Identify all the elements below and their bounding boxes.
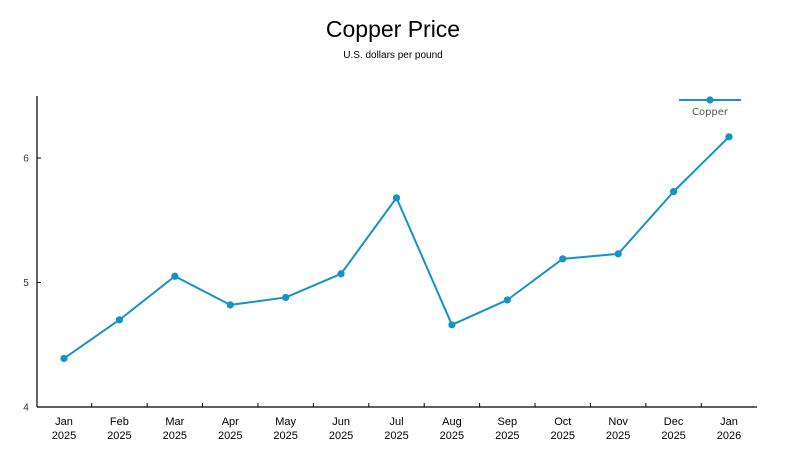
data-point bbox=[559, 255, 567, 263]
data-point bbox=[669, 188, 678, 196]
chart-subtitle: U.S. dollars per pound bbox=[343, 50, 443, 61]
data-point bbox=[503, 296, 511, 304]
x-tick-label: Nov 2025 bbox=[606, 416, 630, 442]
data-point bbox=[448, 321, 456, 329]
x-tick-label: Jul 2025 bbox=[384, 416, 408, 442]
x-tick-label: Aug 2025 bbox=[440, 416, 464, 442]
x-tick-label: Sep 2025 bbox=[495, 416, 519, 442]
y-tick-label: 5 bbox=[23, 278, 29, 289]
data-point bbox=[171, 272, 179, 280]
data-point bbox=[725, 133, 733, 141]
data-point bbox=[614, 250, 622, 258]
data-point bbox=[337, 270, 345, 278]
x-tick-label: Jan 2025 bbox=[52, 416, 76, 442]
legend-marker bbox=[706, 96, 714, 104]
legend-label: Copper bbox=[692, 107, 729, 118]
y-tick-label: 6 bbox=[23, 154, 29, 165]
data-point bbox=[392, 194, 401, 202]
x-tick-label: Jan 2026 bbox=[717, 416, 741, 442]
x-tick-label: Oct 2025 bbox=[551, 416, 575, 442]
x-tick-label: Dec 2025 bbox=[661, 416, 685, 442]
series-line-copper bbox=[63, 136, 730, 360]
x-tick-label: Feb 2025 bbox=[107, 416, 131, 442]
chart-title: Copper Price bbox=[325, 16, 461, 42]
x-tick-label: May 2025 bbox=[273, 416, 297, 442]
x-tick-label: Apr 2025 bbox=[218, 416, 242, 442]
data-point bbox=[282, 293, 290, 302]
x-tick-label: Mar 2025 bbox=[163, 416, 187, 442]
data-point bbox=[60, 354, 68, 363]
data-point bbox=[226, 301, 234, 309]
x-tick-label: Jun 2025 bbox=[329, 416, 353, 442]
y-tick-label: 4 bbox=[23, 403, 29, 414]
data-point bbox=[115, 316, 124, 324]
